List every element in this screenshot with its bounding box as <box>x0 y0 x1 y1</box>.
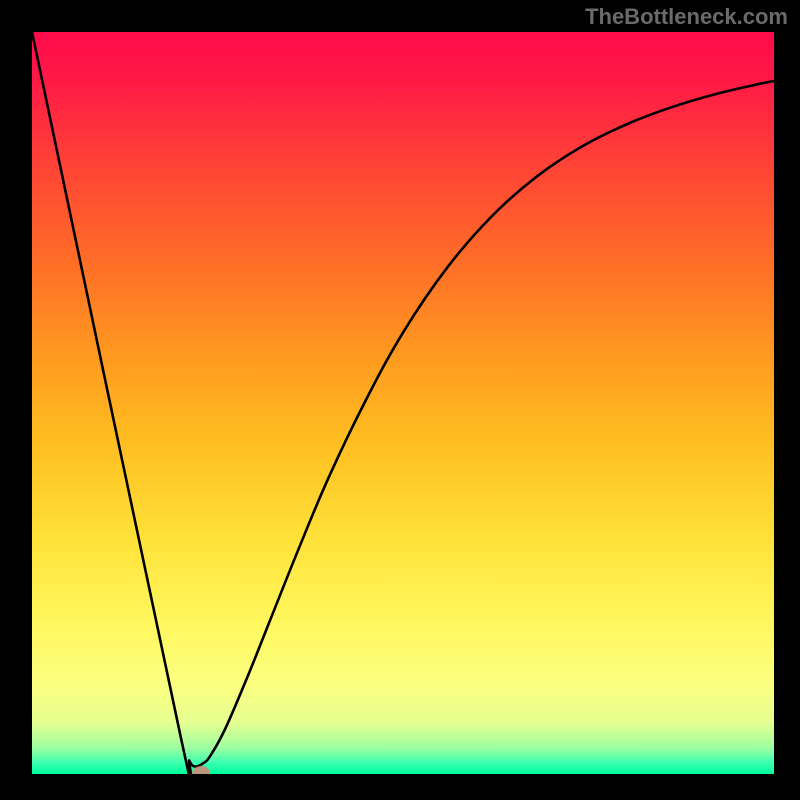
chart-svg <box>32 32 774 774</box>
plot-area <box>32 32 774 774</box>
watermark-text: TheBottleneck.com <box>585 4 788 30</box>
bottleneck-chart: TheBottleneck.com <box>0 0 800 800</box>
gradient-background <box>32 32 774 774</box>
